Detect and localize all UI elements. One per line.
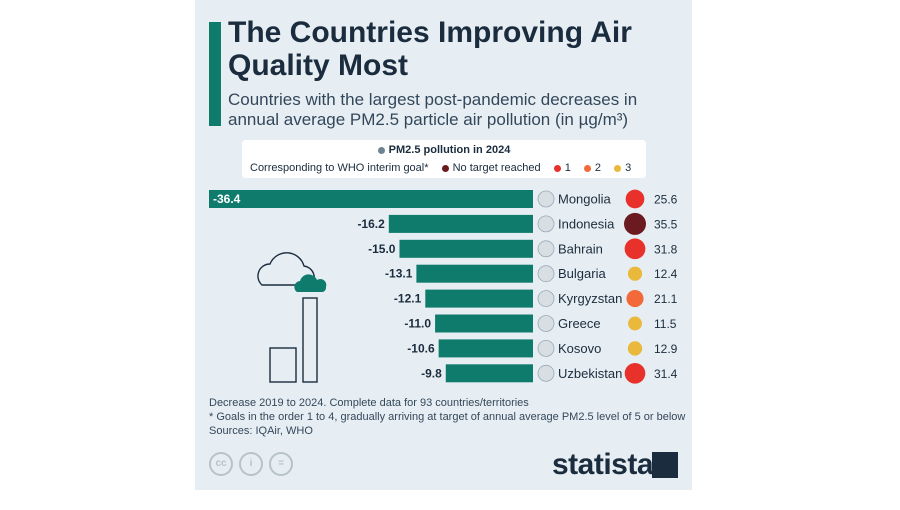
attribution-icon[interactable]: i xyxy=(239,452,263,476)
title-accent-bar xyxy=(209,22,221,126)
flag-uzbekistan-icon xyxy=(537,364,555,382)
legend-goal-1-label: 1 xyxy=(564,162,571,174)
legend-goal-1-dot xyxy=(553,164,561,172)
pm25-dot-indonesia xyxy=(624,212,646,235)
legend-pm-row: PM2.5 pollution in 2024 xyxy=(242,144,646,156)
pm25-value-kosovo: 12.9 xyxy=(654,342,678,356)
cloud-outline-icon xyxy=(257,252,316,286)
bar-value-label-kyrgyzstan: -12.1 xyxy=(394,292,422,306)
chimney-short xyxy=(269,347,297,383)
flag-mongolia-icon xyxy=(537,190,555,208)
legend-who-row: Corresponding to WHO interim goal* No ta… xyxy=(250,162,644,174)
chart-subtitle: Countries with the largest post-pandemic… xyxy=(228,90,638,129)
legend-goal-3-dot xyxy=(614,164,622,172)
legend-who-label: Corresponding to WHO interim goal* xyxy=(250,162,429,174)
flag-bahrain-icon xyxy=(537,240,555,258)
legend-goal-1: 1 xyxy=(553,162,571,174)
country-label-greece: Greece xyxy=(558,316,601,331)
pm25-value-uzbekistan: 31.4 xyxy=(654,367,678,381)
legend-goal-2-dot xyxy=(583,164,591,172)
legend-no-target-label: No target reached xyxy=(452,162,541,174)
bar-bulgaria xyxy=(416,264,533,283)
bar-value-label-bulgaria: -13.1 xyxy=(385,267,413,281)
pm25-dot-kyrgyzstan xyxy=(626,290,644,308)
flag-indonesia-icon xyxy=(537,215,555,233)
legend-goal-2-label: 2 xyxy=(594,162,602,174)
chart-title: The Countries Improving Air Quality Most xyxy=(228,16,632,82)
cloud-smoke-icon xyxy=(294,274,327,292)
footnote-line-1: Decrease 2019 to 2024. Complete data for… xyxy=(209,397,529,409)
footnote: Decrease 2019 to 2024. Complete data for… xyxy=(209,396,689,438)
bar-value-label-kosovo: -10.6 xyxy=(407,341,435,355)
bar-greece xyxy=(435,314,533,333)
legend-pm-dot xyxy=(377,146,385,154)
license-icons: cc i = xyxy=(209,452,299,476)
factory-illustration xyxy=(257,252,318,383)
cc-icon[interactable]: cc xyxy=(209,452,233,476)
legend-goal-3: 3 xyxy=(614,162,631,174)
bar-value-label-indonesia: -16.2 xyxy=(357,217,385,231)
pm25-value-bulgaria: 12.4 xyxy=(654,267,678,281)
country-label-uzbekistan: Uzbekistan xyxy=(558,366,622,381)
flag-kyrgyzstan-icon xyxy=(537,290,555,308)
bar-value-label-mongolia: -36.4 xyxy=(213,192,241,206)
statista-logo-icon[interactable] xyxy=(652,452,678,478)
pm25-dot-uzbekistan xyxy=(624,362,646,384)
flag-bulgaria-icon xyxy=(537,265,555,283)
country-label-kyrgyzstan: Kyrgyzstan xyxy=(558,291,622,306)
bar-kyrgyzstan xyxy=(425,289,533,308)
statista-logo-text[interactable]: statista xyxy=(552,448,654,481)
bars-group: -36.4 Mongolia 25.6 -16.2 Indonesia 35.5 -15.0… xyxy=(209,189,678,384)
bar-bahrain xyxy=(399,239,533,258)
pm25-dot-bulgaria xyxy=(627,266,643,281)
bar-value-label-greece: -11.0 xyxy=(404,317,431,331)
country-label-mongolia: Mongolia xyxy=(558,192,612,207)
legend: PM2.5 pollution in 2024 Corresponding to… xyxy=(242,140,646,178)
country-label-indonesia: Indonesia xyxy=(558,216,615,231)
bar-mongolia xyxy=(209,190,533,208)
pm25-dot-kosovo xyxy=(627,341,643,356)
pm25-value-indonesia: 35.5 xyxy=(654,217,678,231)
pm25-value-kyrgyzstan: 21.1 xyxy=(654,292,678,306)
country-label-kosovo: Kosovo xyxy=(558,341,601,356)
country-label-bulgaria: Bulgaria xyxy=(558,266,606,281)
chimney-tall xyxy=(302,297,318,383)
legend-goal-2: 2 xyxy=(583,162,602,174)
bar-value-label-bahrain: -15.0 xyxy=(368,242,396,256)
pm25-value-mongolia: 25.6 xyxy=(654,193,678,207)
footnote-line-2: * Goals in the order 1 to 4, gradually a… xyxy=(209,411,686,423)
pm25-dot-bahrain xyxy=(624,238,646,260)
legend-no-target: No target reached xyxy=(441,162,541,174)
country-label-bahrain: Bahrain xyxy=(558,241,603,256)
bar-value-label-uzbekistan: -9.8 xyxy=(421,366,442,380)
pm25-dot-greece xyxy=(628,316,642,331)
pm25-value-bahrain: 31.8 xyxy=(654,242,678,256)
no-derivatives-icon[interactable]: = xyxy=(269,452,293,476)
flag-kosovo-icon xyxy=(537,339,555,357)
pm25-dot-mongolia xyxy=(625,189,645,209)
pm25-value-greece: 11.5 xyxy=(654,317,677,331)
bar-kosovo xyxy=(438,339,533,358)
footnote-sources: Sources: IQAir, WHO xyxy=(209,425,313,437)
bar-indonesia xyxy=(388,214,533,233)
legend-no-target-dot xyxy=(441,164,449,172)
flag-greece-icon xyxy=(537,315,555,332)
bar-uzbekistan xyxy=(445,364,533,383)
legend-pm-label: PM2.5 pollution in 2024 xyxy=(388,144,511,156)
legend-goal-3-label: 3 xyxy=(625,162,632,174)
